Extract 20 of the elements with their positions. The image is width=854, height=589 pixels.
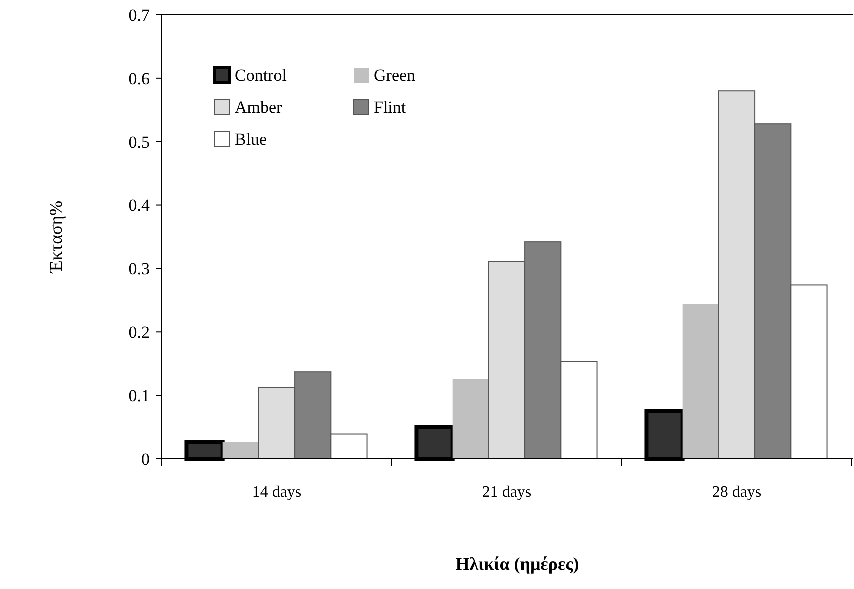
y-tick-label: 0.1 bbox=[128, 386, 150, 406]
legend-label: Amber bbox=[235, 98, 283, 117]
x-axis-title: Ηλικία (ημέρες) bbox=[456, 554, 580, 574]
y-tick-label: 0 bbox=[142, 450, 150, 469]
y-tick-label: 0.3 bbox=[128, 260, 150, 279]
legend-label: Blue bbox=[235, 130, 268, 149]
x-tick-label: 21 days bbox=[482, 484, 532, 501]
y-tick-label: 0.4 bbox=[128, 196, 150, 216]
y-tick-label: 0.6 bbox=[128, 69, 150, 88]
y-tick-label: 0.2 bbox=[128, 323, 150, 342]
x-tick-label: 28 days bbox=[712, 484, 762, 501]
bar bbox=[682, 304, 719, 459]
bar bbox=[452, 379, 489, 459]
legend-label: Flint bbox=[374, 98, 406, 117]
x-tick-label: 14 days bbox=[252, 484, 302, 501]
y-tick-label: 0.5 bbox=[128, 132, 150, 152]
y-axis-title: Έκταση% bbox=[46, 200, 66, 274]
y-tick-label: 0.7 bbox=[128, 6, 150, 25]
legend-label: Green bbox=[374, 66, 416, 85]
legend-label: Control bbox=[235, 66, 288, 85]
